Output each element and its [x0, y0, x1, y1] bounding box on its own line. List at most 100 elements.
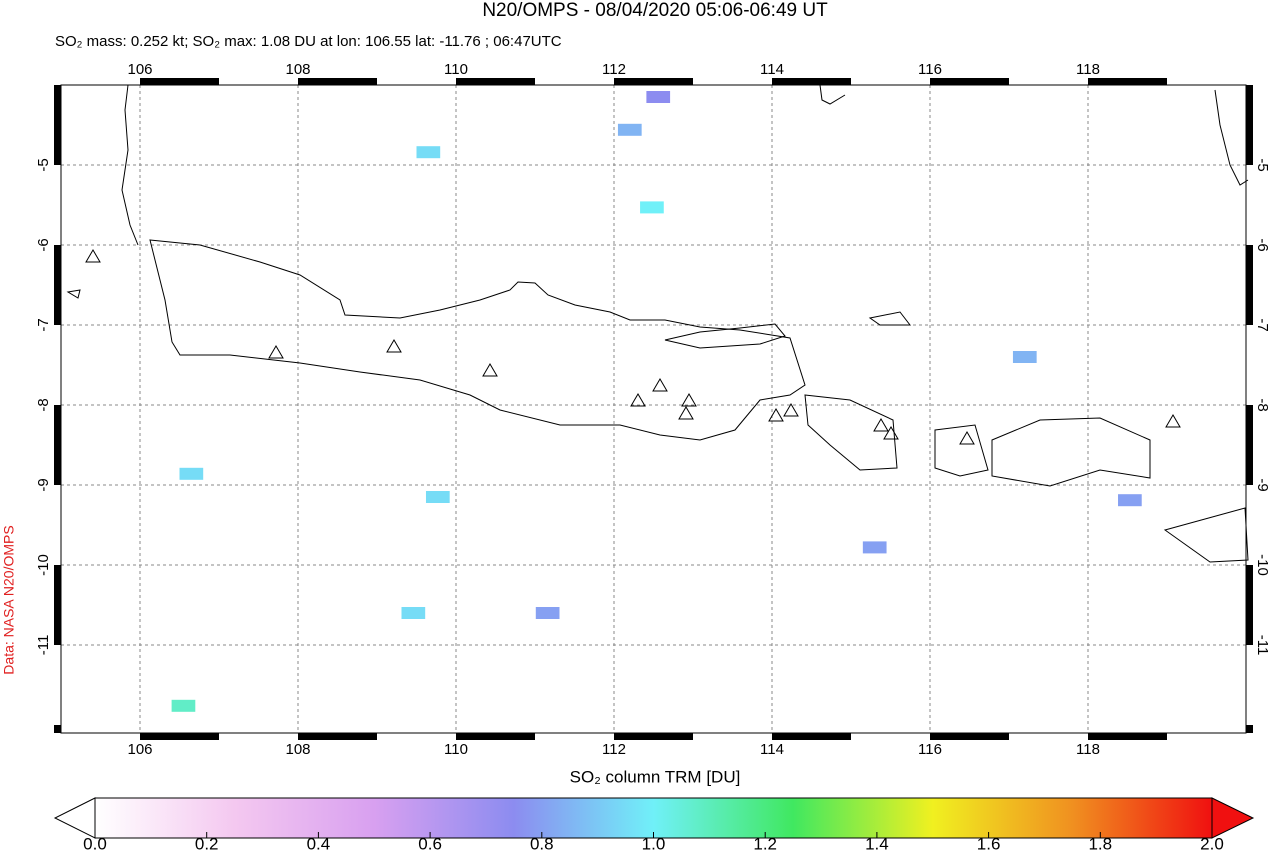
x-tick-label: 116 — [918, 741, 942, 758]
frame-bars — [54, 78, 1253, 740]
coast — [121, 84, 139, 246]
coast — [868, 311, 912, 326]
so2-pixel — [862, 541, 887, 554]
coast — [804, 394, 898, 471]
frame-bar — [1088, 78, 1167, 85]
frame-bar — [614, 733, 693, 740]
frame-bar — [614, 78, 693, 85]
x-tick-label: 106 — [127, 61, 152, 78]
y-tick-label: -6 — [35, 238, 52, 251]
so2-pixel — [171, 699, 196, 712]
frame-bar — [930, 733, 1009, 740]
frame-bar — [1246, 405, 1253, 485]
frame-bar — [1246, 725, 1253, 733]
colorbar: 0.0 0.2 0.4 0.6 0.8 1.0 1.2 1.4 1.6 1.8 2.0 — [53, 797, 1255, 853]
x-tick-label: 114 — [760, 741, 784, 758]
y-tick-label: -10 — [35, 554, 52, 576]
frame-bar — [456, 733, 535, 740]
colorbar-tick-label: 1.4 — [865, 834, 889, 853]
y-tick-label: -6 — [1254, 238, 1271, 251]
colorbar-tick-label: 0.0 — [83, 834, 107, 853]
so2-pixel — [401, 607, 426, 619]
x-tick-label: 118 — [1076, 61, 1100, 78]
frame-bar — [140, 78, 219, 85]
so2-pixel — [617, 123, 642, 136]
y-tick-label: -8 — [35, 398, 52, 411]
x-tick-label: 112 — [602, 741, 626, 758]
x-tick-label: 118 — [1076, 741, 1100, 758]
frame-bar — [54, 565, 61, 645]
y-tick-label: -11 — [35, 635, 52, 656]
y-tick-label: -5 — [35, 158, 52, 171]
subtitle: SO₂ mass: 0.252 kt; SO₂ max: 1.08 DU at … — [55, 33, 562, 50]
frame-bar — [54, 245, 61, 325]
coast — [1214, 89, 1249, 186]
so2-pixel — [1118, 494, 1142, 507]
y-tick-label: -9 — [35, 478, 52, 491]
colorbar-extend-high — [1211, 797, 1255, 839]
frame-bar — [54, 725, 61, 733]
x-tick-label: 110 — [444, 61, 468, 78]
colorbar-tick-label: 0.6 — [418, 834, 442, 853]
x-tick-label: 108 — [285, 61, 310, 78]
so2-pixel — [416, 146, 441, 159]
volcanoes — [85, 249, 1181, 445]
colorbar-tick-label: 0.2 — [195, 834, 219, 853]
coast — [991, 417, 1151, 487]
frame-bar — [1246, 85, 1253, 165]
map-frame — [60, 84, 1247, 734]
pixels — [171, 91, 1142, 712]
frame-bar — [1246, 565, 1253, 645]
y-tick-label: -5 — [1254, 158, 1271, 171]
y-tick-label: -11 — [1254, 635, 1271, 656]
colorbar-scale — [94, 797, 1213, 839]
y-tick-label: -10 — [1254, 554, 1271, 576]
x-tick-label: 112 — [602, 61, 626, 78]
so2-pixel — [425, 491, 450, 503]
colorbar-tick-label: 1.8 — [1088, 834, 1112, 853]
so2-pixel — [646, 91, 671, 103]
coast — [664, 323, 786, 349]
x-tick-label: 106 — [127, 741, 152, 758]
frame-bar — [298, 733, 377, 740]
so2-pixel — [1012, 351, 1037, 363]
colorbar-label: SO₂ column TRM [DU] — [570, 767, 741, 786]
frame-bar — [1088, 733, 1167, 740]
so2-pixel — [179, 467, 204, 480]
volcano — [85, 249, 1181, 445]
y-tick-label: -8 — [1254, 398, 1271, 411]
y-tick-label: -9 — [1254, 478, 1271, 491]
frame-bar — [772, 733, 851, 740]
source-label: Data: NASA N20/OMPS — [1, 525, 17, 674]
y-tick-label: -7 — [35, 318, 52, 331]
coast — [66, 289, 81, 299]
frame-bar — [298, 78, 377, 85]
colorbar-tick-label: 1.2 — [753, 834, 777, 853]
frame-bar — [930, 78, 1009, 85]
coastlines — [66, 84, 1249, 563]
colorbar-extend-low — [53, 797, 96, 839]
x-tick-label: 108 — [285, 741, 310, 758]
colorbar-tick-label: 1.6 — [977, 834, 1001, 853]
x-tick-label: 114 — [760, 61, 784, 78]
coast — [934, 424, 989, 477]
frame-bar — [456, 78, 535, 85]
coast — [819, 84, 846, 105]
colorbar-tick-label: 2.0 — [1200, 834, 1224, 853]
frame-bar — [1246, 245, 1253, 325]
frame-bar — [54, 85, 61, 165]
colorbar-tick-label: 1.0 — [642, 834, 666, 853]
grid — [61, 85, 1246, 733]
colorbar-tick-label: 0.4 — [307, 834, 331, 853]
chart-title: N20/OMPS - 08/04/2020 05:06-06:49 UT — [482, 0, 828, 21]
frame-bar — [54, 405, 61, 485]
x-tick-label: 110 — [444, 741, 468, 758]
frame-bar — [772, 78, 851, 85]
so2-pixel — [640, 201, 664, 214]
coast — [149, 239, 806, 441]
x-tick-label: 116 — [918, 61, 942, 78]
frame-bar — [140, 733, 219, 740]
so2-pixel — [535, 607, 560, 619]
colorbar-tick-label: 0.8 — [530, 834, 554, 853]
